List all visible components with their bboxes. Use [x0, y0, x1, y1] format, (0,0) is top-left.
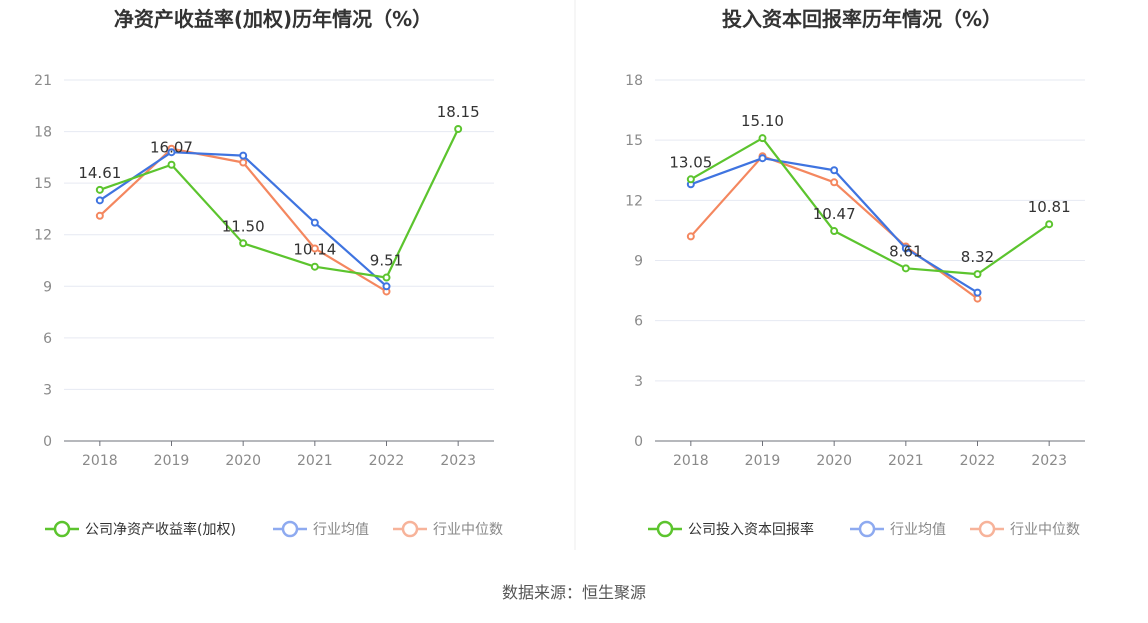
data-point-industry-mean[interactable] — [382, 282, 391, 291]
data-label: 8.32 — [961, 248, 994, 266]
data-label: 11.50 — [222, 217, 265, 235]
y-tick-label: 21 — [34, 73, 52, 89]
data-label: 15.10 — [741, 112, 784, 130]
y-tick-label: 3 — [43, 382, 52, 398]
x-tick-label: 2022 — [960, 453, 996, 469]
y-tick-label: 3 — [634, 374, 643, 390]
chart-title: 投入资本回报率历年情况（%） — [722, 7, 1002, 31]
x-tick-label: 2021 — [888, 453, 924, 469]
y-tick-label: 18 — [34, 125, 52, 141]
x-tick-label: 2023 — [1031, 453, 1067, 469]
x-tick-label: 2019 — [745, 453, 781, 469]
data-point-industry-mean[interactable] — [830, 166, 839, 175]
data-point-industry-median[interactable] — [830, 178, 839, 187]
data-label: 10.14 — [293, 241, 336, 259]
legend-marker-icon — [401, 520, 419, 538]
data-label: 10.47 — [813, 205, 856, 223]
legend-marker-icon — [281, 520, 299, 538]
legend-marker-icon — [656, 520, 674, 538]
y-tick-label: 0 — [43, 434, 52, 450]
data-point-company[interactable] — [167, 160, 176, 169]
data-point-industry-mean[interactable] — [758, 154, 767, 163]
data-point-industry-mean[interactable] — [973, 288, 982, 297]
data-point-company[interactable] — [758, 134, 767, 143]
legend-item-industry-mean[interactable]: 行业均值 — [850, 520, 946, 538]
data-label: 10.81 — [1028, 198, 1071, 216]
y-tick-label: 15 — [625, 133, 643, 149]
data-point-industry-median[interactable] — [310, 244, 319, 253]
data-point-company[interactable] — [239, 239, 248, 248]
legend-marker-icon — [978, 520, 996, 538]
y-tick-label: 12 — [625, 193, 643, 209]
legend-label: 行业均值 — [890, 522, 946, 538]
x-tick-label: 2020 — [816, 453, 852, 469]
data-point-company[interactable] — [830, 227, 839, 236]
data-point-company[interactable] — [901, 264, 910, 273]
x-tick-label: 2019 — [154, 453, 190, 469]
series-line-company — [99, 128, 460, 279]
legend-marker-icon — [858, 520, 876, 538]
data-point-industry-mean[interactable] — [901, 244, 910, 253]
x-tick-label: 2023 — [440, 453, 476, 469]
data-point-company[interactable] — [973, 270, 982, 279]
data-label: 9.51 — [370, 252, 403, 270]
data-point-industry-mean[interactable] — [95, 196, 104, 205]
series-line-company — [690, 137, 1050, 276]
data-point-company[interactable] — [382, 273, 391, 282]
data-point-company[interactable] — [454, 124, 463, 133]
legend-item-industry-mean[interactable]: 行业均值 — [273, 520, 369, 538]
data-point-industry-median[interactable] — [239, 158, 248, 167]
x-tick-label: 2020 — [225, 453, 261, 469]
legend-label: 行业均值 — [313, 522, 369, 538]
x-tick-label: 2018 — [673, 453, 709, 469]
data-point-industry-mean[interactable] — [167, 148, 176, 157]
y-tick-label: 6 — [634, 314, 643, 330]
data-point-company[interactable] — [1045, 220, 1054, 229]
legend-label: 行业中位数 — [1010, 522, 1080, 538]
y-tick-label: 12 — [34, 228, 52, 244]
y-tick-label: 18 — [625, 73, 643, 89]
chart-title: 净资产收益率(加权)历年情况（%） — [114, 7, 432, 31]
data-point-industry-median[interactable] — [95, 211, 104, 220]
legend-label: 行业中位数 — [433, 522, 503, 538]
legend-label: 公司投入资本回报率 — [688, 521, 814, 538]
data-point-company[interactable] — [310, 262, 319, 271]
legend-item-industry-median[interactable]: 行业中位数 — [393, 520, 503, 538]
data-point-company[interactable] — [686, 175, 695, 184]
y-tick-label: 9 — [634, 254, 643, 270]
data-label: 18.15 — [437, 103, 480, 121]
legend-item-industry-median[interactable]: 行业中位数 — [970, 520, 1080, 538]
data-point-company[interactable] — [95, 185, 104, 194]
data-label: 13.05 — [669, 153, 712, 171]
legend-label: 公司净资产收益率(加权) — [85, 521, 236, 538]
data-label: 16.07 — [150, 139, 193, 157]
x-tick-label: 2022 — [369, 453, 405, 469]
data-label: 14.61 — [78, 164, 121, 182]
y-tick-label: 6 — [43, 331, 52, 347]
roic-chart-panel: 投入资本回报率历年情况（%） 0 3 6 9 12 15 18 2018 2019 2020 2021… — [625, 7, 1085, 538]
y-tick-label: 0 — [634, 434, 643, 450]
data-point-industry-median[interactable] — [686, 232, 695, 241]
data-point-industry-mean[interactable] — [310, 218, 319, 227]
legend-marker-icon — [53, 520, 71, 538]
x-tick-label: 2021 — [297, 453, 333, 469]
source-note: 数据来源：恒生聚源 — [502, 583, 646, 602]
data-point-industry-mean[interactable] — [239, 151, 248, 160]
x-tick-label: 2018 — [82, 453, 118, 469]
y-tick-label: 9 — [43, 279, 52, 295]
data-label: 8.61 — [889, 242, 922, 260]
roe-chart-panel: 净资产收益率(加权)历年情况（%） 0 3 6 9 12 15 18 21 2018 2019 202… — [34, 7, 503, 538]
legend-item-company[interactable]: 公司投入资本回报率 — [648, 520, 814, 538]
legend-item-company[interactable]: 公司净资产收益率(加权) — [45, 520, 236, 538]
y-tick-label: 15 — [34, 176, 52, 192]
